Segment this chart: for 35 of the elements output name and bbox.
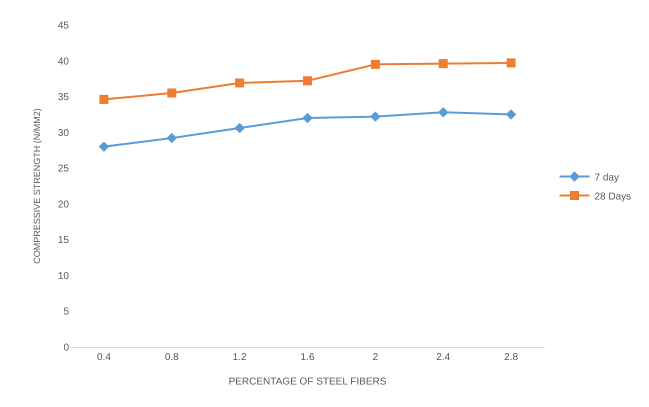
x-tick-label: 2.4 [436,352,451,363]
y-tick-label: 20 [58,199,70,210]
x-tick-label: 0.4 [96,352,112,363]
legend-label: 7 day [594,172,619,184]
point [506,58,516,68]
x-tick-label: 0.8 [164,352,180,363]
y-tick-label: 40 [58,56,70,68]
y-tick-label: 5 [63,306,70,318]
point [98,141,110,152]
point [235,78,244,88]
point [506,109,516,120]
point [303,76,312,86]
y-tick-label: 45 [58,20,70,32]
y-tick-label: 0 [63,342,70,354]
y-tick-label: 25 [58,164,70,175]
point [370,111,381,122]
point [370,60,380,69]
point [166,132,177,144]
x-axis-title: PERCENTAGE OF STEEL FIBERS [228,376,387,388]
y-tick-label: 30 [58,128,70,139]
y-tick-label: 10 [58,270,70,282]
x-tick-label: 2.8 [504,352,518,363]
point [167,88,176,98]
y-tick-label: 15 [58,235,70,246]
point [99,94,108,104]
y-tick-label: 35 [58,92,70,104]
x-tick-label: 1.2 [232,352,248,363]
legend-label: 28 Days [594,191,632,202]
x-tick-label: 2 [372,352,379,363]
point [438,107,448,118]
point [302,112,313,124]
point [438,59,448,68]
point [234,122,245,134]
x-tick-label: 1.6 [300,352,315,363]
y-axis-title: COMPRESSIVE STRENGTH (N/MM2) [32,108,42,264]
